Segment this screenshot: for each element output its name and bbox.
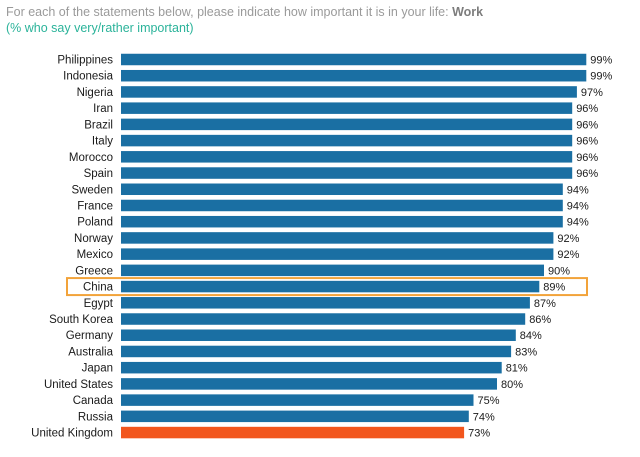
bar-indonesia <box>121 69 587 82</box>
category-label-morocco: Morocco <box>69 152 113 164</box>
chart-topic: Work <box>452 5 484 19</box>
bar-egypt <box>121 297 530 309</box>
bar-morocco <box>121 151 573 163</box>
value-label-united-kingdom: 73% <box>468 428 490 440</box>
bar-china <box>121 280 540 293</box>
bar-mexico <box>121 248 554 260</box>
value-label-canada: 75% <box>478 395 500 407</box>
category-label-australia: Australia <box>68 346 113 358</box>
value-label-philippines: 99% <box>590 55 612 67</box>
value-label-brazil: 96% <box>576 119 598 131</box>
value-label-morocco: 96% <box>576 152 598 164</box>
category-label-spain: Spain <box>84 168 113 180</box>
bar-japan <box>121 361 502 374</box>
category-label-germany: Germany <box>66 330 114 342</box>
bar-italy <box>121 134 573 147</box>
category-label-norway: Norway <box>74 233 113 245</box>
category-label-china: China <box>83 282 114 294</box>
bar-canada <box>121 394 474 406</box>
category-label-russia: Russia <box>78 411 114 423</box>
bar-norway <box>121 232 554 244</box>
category-label-japan: Japan <box>82 363 113 375</box>
bar-russia <box>121 410 469 423</box>
category-label-france: France <box>77 200 113 212</box>
bar-sweden <box>121 183 563 196</box>
value-label-russia: 74% <box>473 411 495 423</box>
category-label-philippines: Philippines <box>57 55 113 67</box>
value-label-norway: 92% <box>557 233 579 245</box>
category-label-south-korea: South Korea <box>49 314 114 326</box>
value-label-indonesia: 99% <box>590 71 612 83</box>
bar-brazil <box>121 118 573 131</box>
value-label-united-states: 80% <box>501 379 523 391</box>
bar-nigeria <box>121 86 577 98</box>
bar-iran <box>121 102 573 114</box>
value-label-egypt: 87% <box>534 298 556 310</box>
value-label-japan: 81% <box>506 363 528 375</box>
bar-united-states <box>121 378 497 390</box>
bar-poland <box>121 215 563 228</box>
value-label-china: 89% <box>543 282 565 294</box>
bar-south-korea <box>121 313 526 325</box>
value-label-germany: 84% <box>520 330 542 342</box>
value-label-italy: 96% <box>576 136 598 148</box>
bar-spain <box>121 167 573 179</box>
chart-subtitle: (% who say very/rather important) <box>6 21 194 35</box>
category-label-mexico: Mexico <box>77 249 113 261</box>
category-label-italy: Italy <box>92 136 113 148</box>
category-label-canada: Canada <box>73 395 114 407</box>
chart-question-text: For each of the statements below, please… <box>6 5 449 19</box>
category-label-egypt: Egypt <box>84 298 114 310</box>
highlight-box-china <box>66 277 588 297</box>
category-label-nigeria: Nigeria <box>77 87 114 99</box>
bar-germany <box>121 329 516 341</box>
bar-greece <box>121 264 544 277</box>
category-label-indonesia: Indonesia <box>63 71 113 83</box>
value-label-greece: 90% <box>548 265 570 277</box>
category-label-iran: Iran <box>93 103 113 115</box>
category-label-united-kingdom: United Kingdom <box>31 428 113 440</box>
value-label-sweden: 94% <box>567 184 589 196</box>
value-label-nigeria: 97% <box>581 87 603 99</box>
value-label-poland: 94% <box>567 217 589 229</box>
value-label-france: 94% <box>567 200 589 212</box>
value-label-spain: 96% <box>576 168 598 180</box>
value-label-iran: 96% <box>576 103 598 115</box>
category-label-sweden: Sweden <box>71 184 113 196</box>
bar-france <box>121 199 563 212</box>
bar-philippines <box>121 53 587 66</box>
chart-question: For each of the statements below, please… <box>6 5 483 19</box>
value-label-mexico: 92% <box>557 249 579 261</box>
category-label-poland: Poland <box>77 217 113 229</box>
bar-australia <box>121 345 512 358</box>
category-label-brazil: Brazil <box>84 119 113 131</box>
value-label-south-korea: 86% <box>529 314 551 326</box>
category-label-united-states: United States <box>44 379 113 391</box>
category-label-greece: Greece <box>75 265 113 277</box>
value-label-australia: 83% <box>515 346 537 358</box>
bar-united-kingdom <box>121 426 465 439</box>
